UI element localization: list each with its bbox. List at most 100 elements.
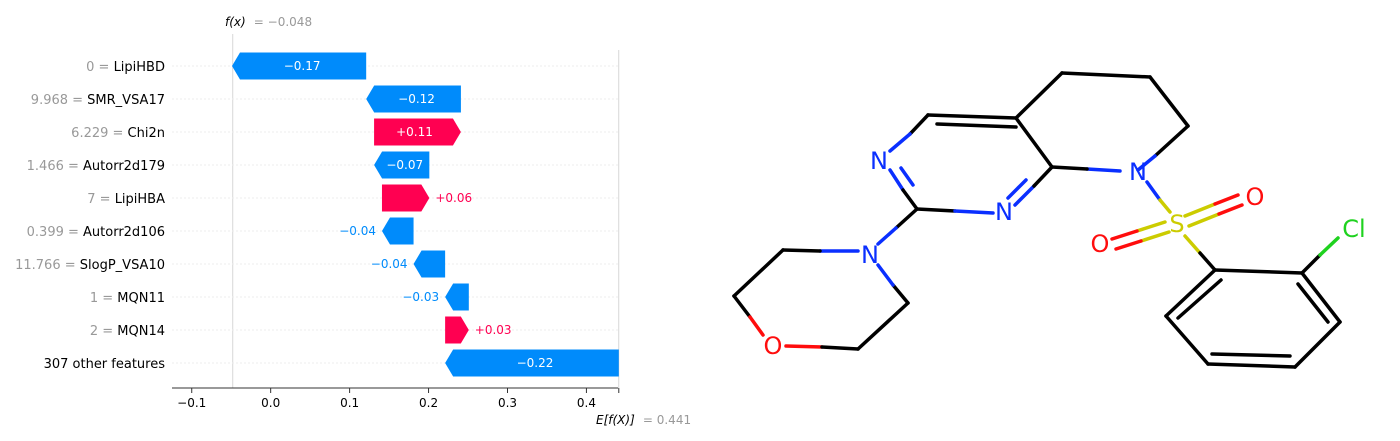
feature-value: 11.766 = bbox=[15, 258, 80, 273]
bond bbox=[908, 113, 930, 136]
x-axis: −0.1 0.0 0.1 0.2 0.3 0.4 bbox=[172, 387, 620, 410]
fx-value: = −0.048 bbox=[254, 15, 312, 29]
base-marker: E[f(X)] = 0.441 bbox=[596, 413, 691, 427]
bond bbox=[1300, 271, 1342, 324]
atom-o-sulfonyl-2: O bbox=[1091, 230, 1110, 258]
feature-value: 1.466 = bbox=[27, 159, 83, 174]
feature-label: 6.229 = Chi2n bbox=[71, 126, 165, 141]
bond bbox=[915, 207, 957, 213]
atom-n-morpholine: N bbox=[861, 241, 879, 269]
feature-name: SMR_VSA17 bbox=[87, 93, 165, 108]
bond bbox=[1145, 180, 1162, 202]
waterfall-bar bbox=[381, 217, 414, 245]
atom-o-morpholine: O bbox=[764, 332, 783, 360]
bar-value-label: −0.22 bbox=[517, 356, 554, 370]
bond bbox=[732, 248, 785, 298]
bond bbox=[1187, 212, 1221, 228]
x-tick-label: 0.0 bbox=[261, 396, 280, 410]
bond bbox=[1318, 236, 1340, 257]
bar-value-label: −0.12 bbox=[398, 92, 435, 106]
bar-value-label: +0.11 bbox=[396, 125, 433, 139]
base-value: = 0.441 bbox=[643, 413, 691, 427]
waterfall-bar bbox=[445, 283, 469, 311]
bond bbox=[781, 248, 822, 253]
base-label-name: E[f(X)] bbox=[596, 413, 635, 427]
bond bbox=[1050, 165, 1089, 171]
bond bbox=[1014, 116, 1054, 169]
bond bbox=[1135, 220, 1167, 233]
feature-labels: 0 = LipiHBD 9.968 = SMR_VSA17 6.229 = Chi2… bbox=[15, 60, 165, 372]
x-tick-label: 0.4 bbox=[577, 396, 596, 410]
bond bbox=[1158, 198, 1172, 214]
feature-value: 9.968 = bbox=[31, 93, 87, 108]
feature-value: 1 = bbox=[90, 291, 117, 306]
bond bbox=[899, 166, 915, 187]
bond bbox=[1153, 124, 1190, 158]
bond bbox=[732, 294, 752, 319]
bar-value-label: −0.04 bbox=[339, 224, 376, 238]
bond bbox=[1213, 268, 1304, 275]
bond bbox=[1176, 278, 1223, 320]
bond bbox=[1085, 167, 1122, 173]
bond bbox=[1206, 362, 1297, 369]
waterfall-bar bbox=[381, 184, 430, 212]
feature-label: 0 = LipiHBD bbox=[86, 60, 165, 75]
atom-s: S bbox=[1169, 210, 1184, 238]
x-tick-label: 0.1 bbox=[340, 396, 359, 410]
waterfall-bar bbox=[366, 85, 461, 113]
bond bbox=[894, 207, 919, 230]
atom-n-pyrimidine-top: N bbox=[870, 147, 888, 175]
waterfall-bar bbox=[413, 250, 446, 278]
feature-label: 1 = MQN11 bbox=[90, 291, 165, 306]
feature-name: 307 other features bbox=[44, 357, 166, 372]
bar-value-label: −0.03 bbox=[402, 290, 439, 304]
atom-o-sulfonyl-1: O bbox=[1246, 183, 1265, 211]
waterfall-bar bbox=[231, 52, 367, 80]
molecule-atoms: N N N N O S O O Cl bbox=[764, 147, 1366, 360]
fx-marker: f(x) = −0.048 bbox=[225, 15, 312, 29]
x-tick-label: −0.1 bbox=[177, 396, 206, 410]
waterfall-bar bbox=[445, 349, 619, 377]
bond bbox=[1110, 229, 1139, 241]
atom-n-ring: N bbox=[1129, 158, 1147, 186]
bond bbox=[901, 188, 919, 211]
feature-name: LipiHBD bbox=[114, 60, 165, 75]
bar-value-label: −0.07 bbox=[386, 158, 423, 172]
molecule-structure: N N N N O S O O Cl bbox=[732, 71, 1366, 369]
bond bbox=[784, 344, 824, 349]
bond bbox=[1183, 202, 1217, 218]
bond bbox=[953, 209, 995, 215]
bond bbox=[1148, 75, 1190, 128]
bond bbox=[1060, 71, 1152, 79]
x-tick-label: 0.2 bbox=[419, 396, 438, 410]
feature-label: 2 = MQN14 bbox=[90, 324, 165, 339]
bond bbox=[888, 132, 912, 153]
waterfall-bars: −0.17 −0.12 +0.11 −0.07 +0.06 −0.04 −0.04 −0.03… bbox=[231, 52, 619, 377]
bond bbox=[1183, 234, 1202, 255]
bond bbox=[1014, 71, 1064, 120]
feature-label: 7 = LipiHBA bbox=[87, 192, 165, 207]
feature-name: Chi2n bbox=[128, 126, 165, 141]
bond bbox=[891, 283, 910, 305]
row-gridlines bbox=[172, 34, 620, 388]
feature-label: 307 other features bbox=[44, 357, 166, 372]
molecule-bonds bbox=[732, 71, 1342, 369]
bond bbox=[1296, 282, 1330, 324]
fx-label-name: f(x) bbox=[225, 15, 246, 29]
bond bbox=[1300, 253, 1322, 275]
bond bbox=[935, 122, 1018, 129]
bar-value-label: −0.04 bbox=[371, 257, 408, 271]
bond bbox=[1164, 314, 1210, 366]
atom-cl: Cl bbox=[1342, 215, 1365, 243]
feature-name: LipiHBA bbox=[115, 192, 165, 207]
feature-label: 11.766 = SlogP_VSA10 bbox=[15, 258, 165, 273]
bond bbox=[1213, 193, 1240, 206]
waterfall-bar bbox=[374, 118, 461, 146]
bond bbox=[1198, 251, 1217, 272]
bond bbox=[1210, 352, 1292, 358]
atom-n-pyrimidine-bottom: N bbox=[995, 198, 1013, 226]
feature-value: 2 = bbox=[90, 324, 117, 339]
bar-value-label: −0.17 bbox=[284, 59, 321, 73]
x-tick-label: 0.3 bbox=[498, 396, 517, 410]
bond bbox=[1164, 268, 1217, 318]
